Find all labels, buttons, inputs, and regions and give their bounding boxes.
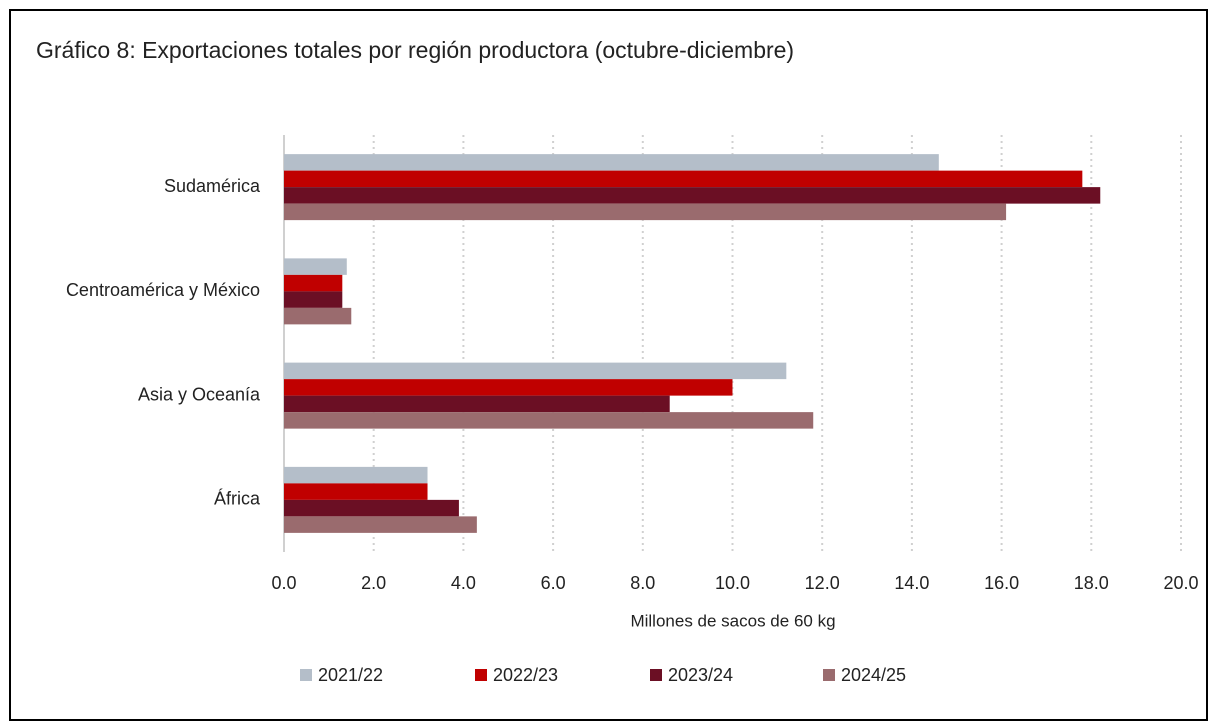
bar: [284, 291, 343, 308]
legend-swatch: [823, 669, 835, 681]
bar: [284, 258, 347, 275]
bar: [284, 203, 1007, 221]
x-tick-label: 4.0: [451, 573, 476, 593]
x-tick-label: 8.0: [630, 573, 655, 593]
legend-swatch: [475, 669, 487, 681]
legend-label: 2021/22: [318, 665, 383, 685]
y-tick-label: Asia y Oceanía: [138, 384, 261, 404]
bar: [284, 483, 428, 500]
legend-label: 2024/25: [841, 665, 906, 685]
bar: [284, 379, 733, 396]
bar: [284, 154, 939, 171]
x-axis-title: Millones de sacos de 60 kg: [630, 611, 835, 630]
bar: [284, 307, 352, 325]
legend-swatch: [300, 669, 312, 681]
x-tick-label: 14.0: [894, 573, 929, 593]
bar: [284, 274, 343, 292]
y-tick-label: África: [214, 489, 261, 509]
legend-label: 2023/24: [668, 665, 733, 685]
chart-title: Gráfico 8: Exportaciones totales por reg…: [36, 37, 794, 63]
legend-label: 2022/23: [493, 665, 558, 685]
y-tick-label: Sudamérica: [164, 176, 261, 196]
x-tick-label: 20.0: [1163, 573, 1198, 593]
x-tick-label: 10.0: [715, 573, 750, 593]
y-tick-label: Centroamérica y México: [66, 280, 260, 300]
x-tick-label: 12.0: [805, 573, 840, 593]
x-tick-label: 18.0: [1074, 573, 1109, 593]
x-tick-label: 2.0: [361, 573, 386, 593]
x-tick-label: 16.0: [984, 573, 1019, 593]
bar: [284, 395, 670, 413]
bar: [284, 170, 1083, 188]
bar: [284, 466, 428, 484]
bar: [284, 187, 1101, 204]
bar: [284, 499, 459, 517]
x-tick-label: 0.0: [271, 573, 296, 593]
x-tick-label: 6.0: [541, 573, 566, 593]
bar: [284, 412, 814, 429]
bar: [284, 516, 477, 533]
bar: [284, 362, 787, 380]
legend-swatch: [650, 669, 662, 681]
